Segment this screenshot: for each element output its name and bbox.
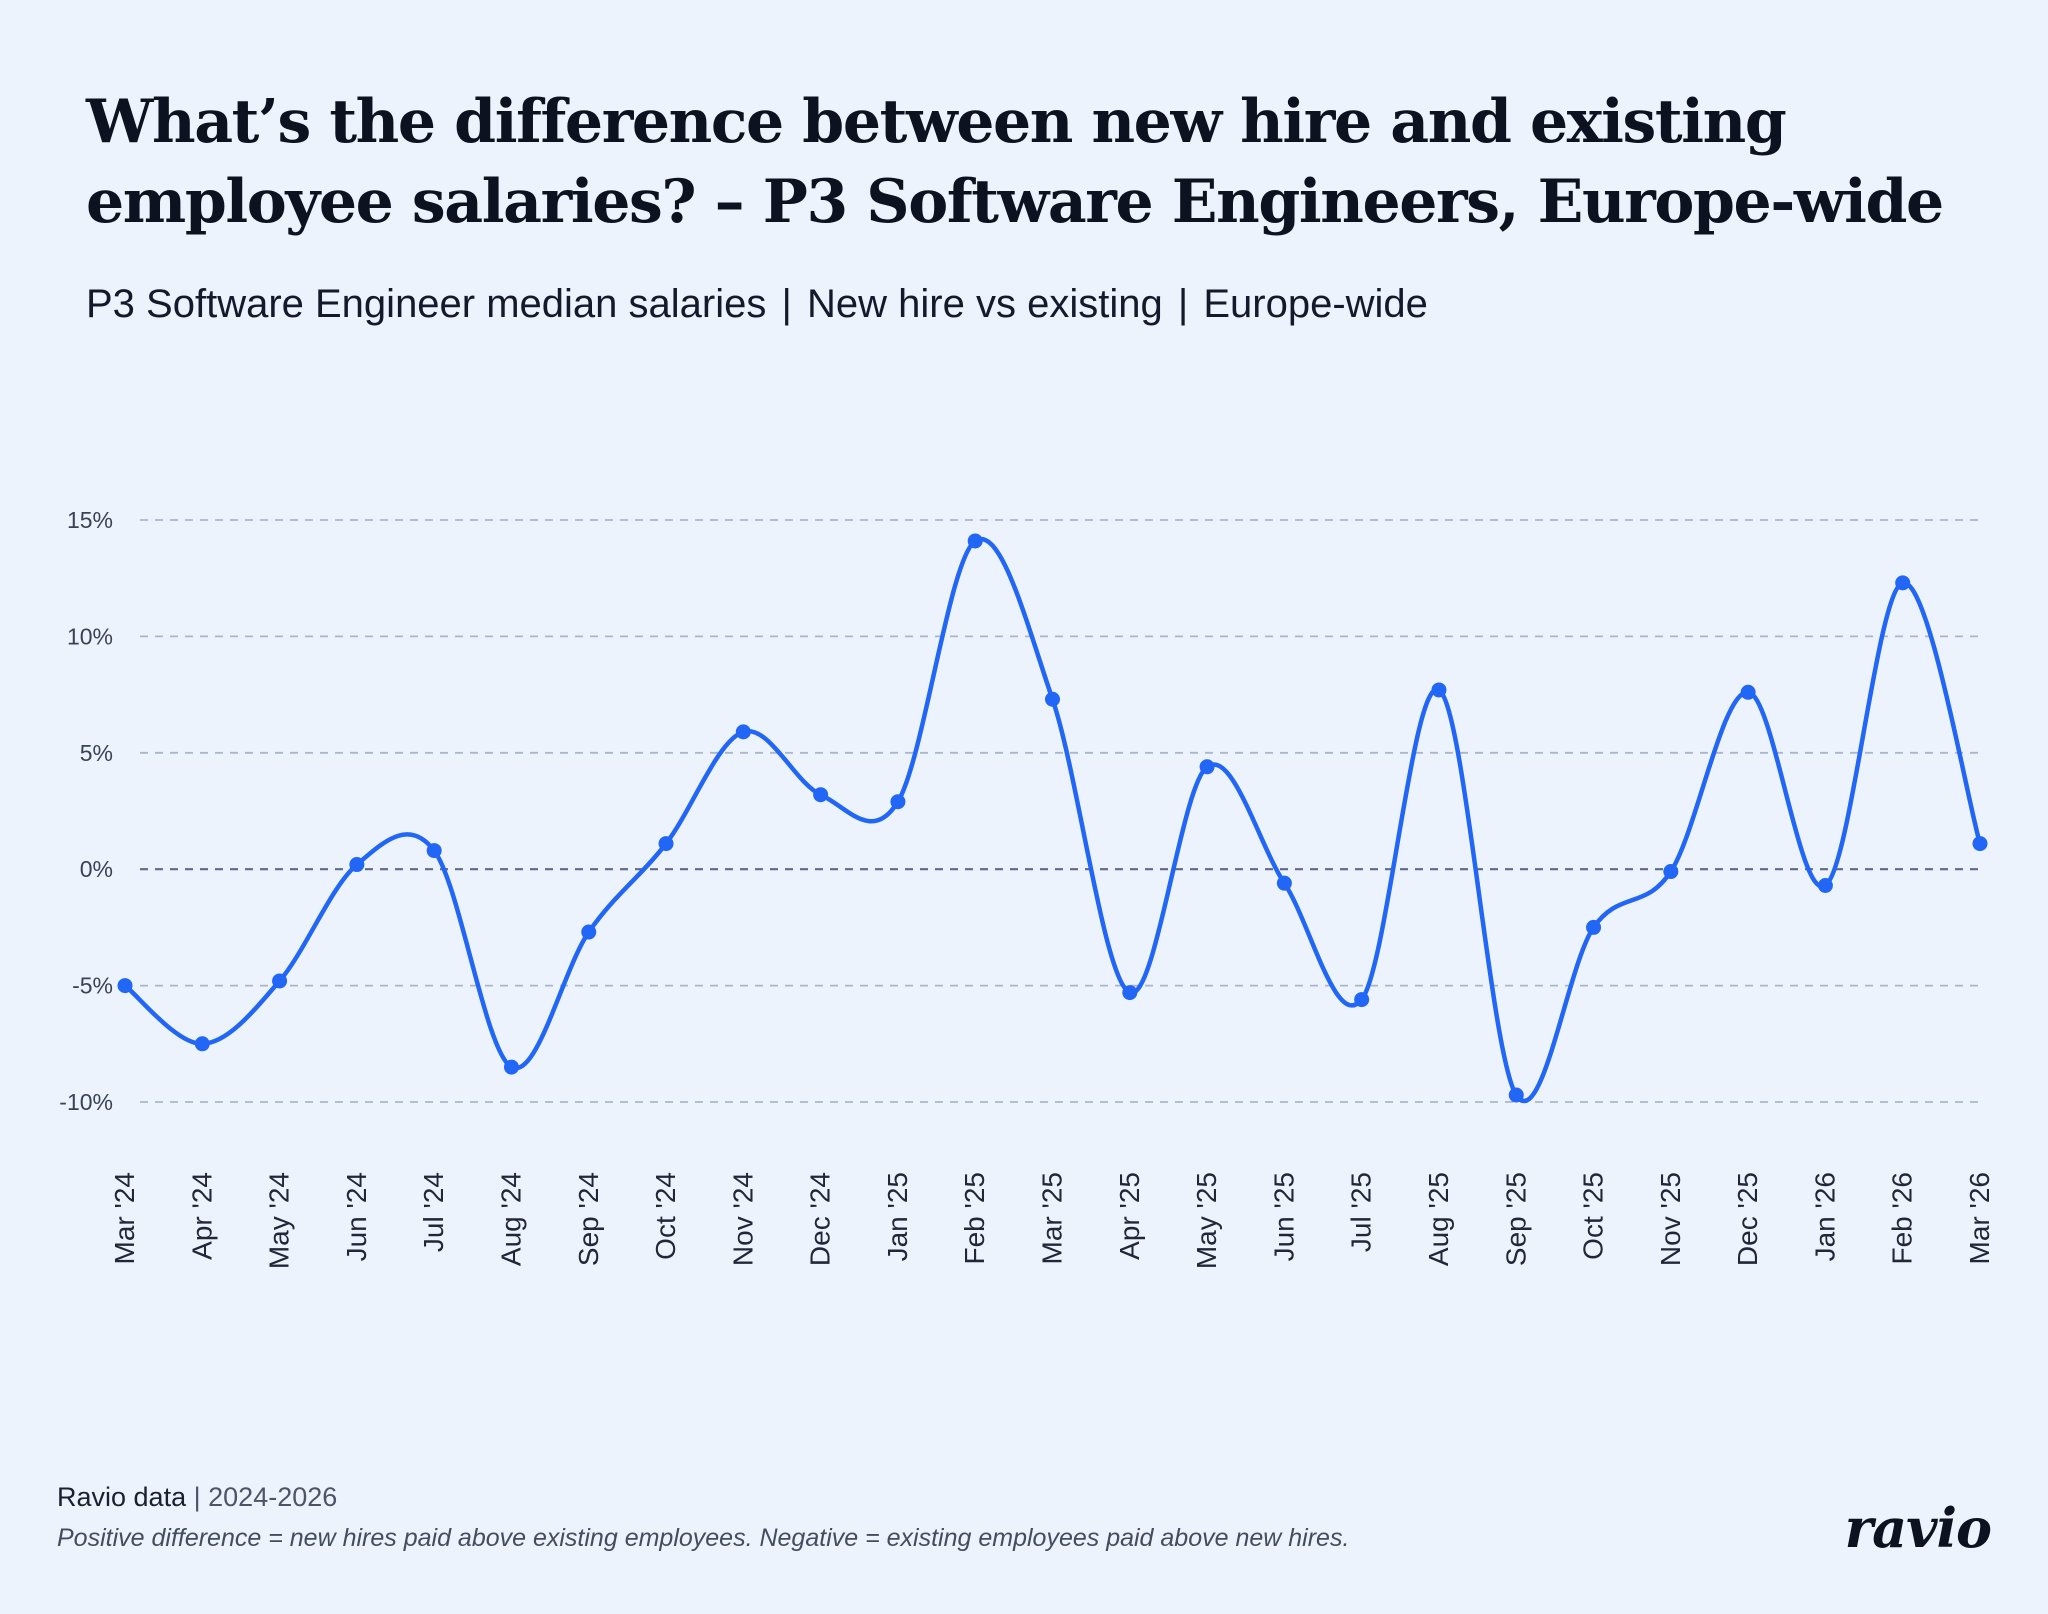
x-tick-label: Sep '24	[573, 1172, 604, 1266]
grid-lines	[140, 519, 1980, 1103]
source-separator: |	[193, 1482, 201, 1512]
x-tick-label: Aug '25	[1423, 1172, 1454, 1266]
chart-subtitle: P3 Software Engineer median salaries | N…	[86, 278, 1428, 330]
y-tick-label: -5%	[72, 973, 113, 999]
data-point	[1972, 836, 1988, 852]
footnote: Positive difference = new hires paid abo…	[57, 1524, 1350, 1552]
data-point	[1276, 875, 1292, 891]
line-chart: 15% 10% 5% 0% -5% -10% Mar '24 Apr '24 May '24 J…	[59, 507, 1995, 1269]
y-tick-label: 5%	[80, 740, 113, 766]
y-tick-label: 0%	[80, 856, 113, 882]
subtitle-separator: |	[1177, 282, 1189, 326]
data-point	[1354, 992, 1370, 1008]
data-point	[1045, 691, 1060, 707]
x-tick-label: Nov '24	[727, 1172, 758, 1266]
x-tick-label: May '24	[264, 1172, 295, 1269]
x-tick-label: Jan '25	[882, 1172, 913, 1261]
data-point	[1508, 1087, 1524, 1103]
x-tick-label: Apr '25	[1114, 1172, 1145, 1260]
data-point	[426, 843, 442, 859]
data-point	[349, 857, 365, 873]
data-point	[503, 1059, 519, 1075]
series-line	[122, 536, 1983, 1104]
data-point	[1895, 575, 1911, 591]
x-tick-label: Feb '25	[959, 1172, 990, 1265]
x-axis-tick-labels: Mar '24 Apr '24 May '24 Jun '24 Jul '24 Aug '…	[109, 1172, 1995, 1269]
x-tick-label: Mar '24	[109, 1172, 140, 1265]
x-tick-label: Aug '24	[495, 1172, 526, 1266]
x-tick-label: Oct '25	[1578, 1172, 1609, 1260]
source-name: Ravio data	[57, 1482, 187, 1512]
data-point	[1740, 684, 1756, 700]
data-point	[117, 978, 133, 994]
data-point	[1663, 864, 1679, 880]
x-tick-label: Apr '24	[186, 1172, 217, 1260]
y-tick-label: 15%	[67, 507, 113, 533]
x-tick-label: Dec '25	[1732, 1172, 1763, 1266]
data-point	[1199, 759, 1215, 775]
x-tick-label: Nov '25	[1655, 1172, 1686, 1266]
data-point	[735, 724, 751, 740]
x-tick-label: Feb '26	[1887, 1172, 1918, 1265]
data-point	[272, 973, 288, 989]
x-tick-label: Jun '24	[341, 1172, 372, 1261]
subtitle-separator: |	[781, 282, 792, 326]
y-axis-tick-labels: 15% 10% 5% 0% -5% -10%	[59, 507, 113, 1115]
x-tick-label: Jan '26	[1809, 1172, 1840, 1261]
data-point	[1122, 985, 1138, 1001]
x-tick-label: Jul '24	[418, 1172, 449, 1252]
x-tick-label: May '25	[1191, 1172, 1222, 1269]
subtitle-part-region: Europe-wide	[1203, 282, 1428, 326]
chart-title: What’s the difference between new hire a…	[86, 87, 1944, 237]
x-tick-label: Jul '25	[1346, 1172, 1377, 1252]
subtitle-part-role: P3 Software Engineer median salaries	[86, 282, 767, 326]
data-point	[1817, 877, 1833, 893]
data-point	[194, 1036, 210, 1052]
x-tick-label: Mar '26	[1964, 1172, 1995, 1265]
data-point	[581, 924, 597, 940]
y-tick-label: -10%	[59, 1089, 113, 1115]
data-point	[658, 836, 674, 852]
data-point	[813, 787, 829, 803]
data-points	[117, 533, 1988, 1103]
x-tick-label: Oct '24	[650, 1172, 681, 1260]
data-point	[890, 794, 906, 810]
source-years: 2024-2026	[208, 1482, 338, 1512]
y-tick-label: 10%	[67, 623, 113, 649]
data-point	[1586, 919, 1602, 935]
x-tick-label: Dec '24	[805, 1172, 836, 1266]
x-tick-label: Mar '25	[1037, 1172, 1068, 1265]
data-point	[967, 533, 983, 549]
data-source: Ravio data | 2024-2026	[57, 1479, 337, 1515]
series-line-group	[122, 536, 1983, 1104]
subtitle-part-comparison: New hire vs existing	[807, 282, 1163, 326]
x-tick-label: Sep '25	[1500, 1172, 1531, 1266]
ravio-logo: ravio	[1844, 1496, 1992, 1560]
x-tick-label: Jun '25	[1268, 1172, 1299, 1261]
data-point	[1431, 682, 1447, 698]
